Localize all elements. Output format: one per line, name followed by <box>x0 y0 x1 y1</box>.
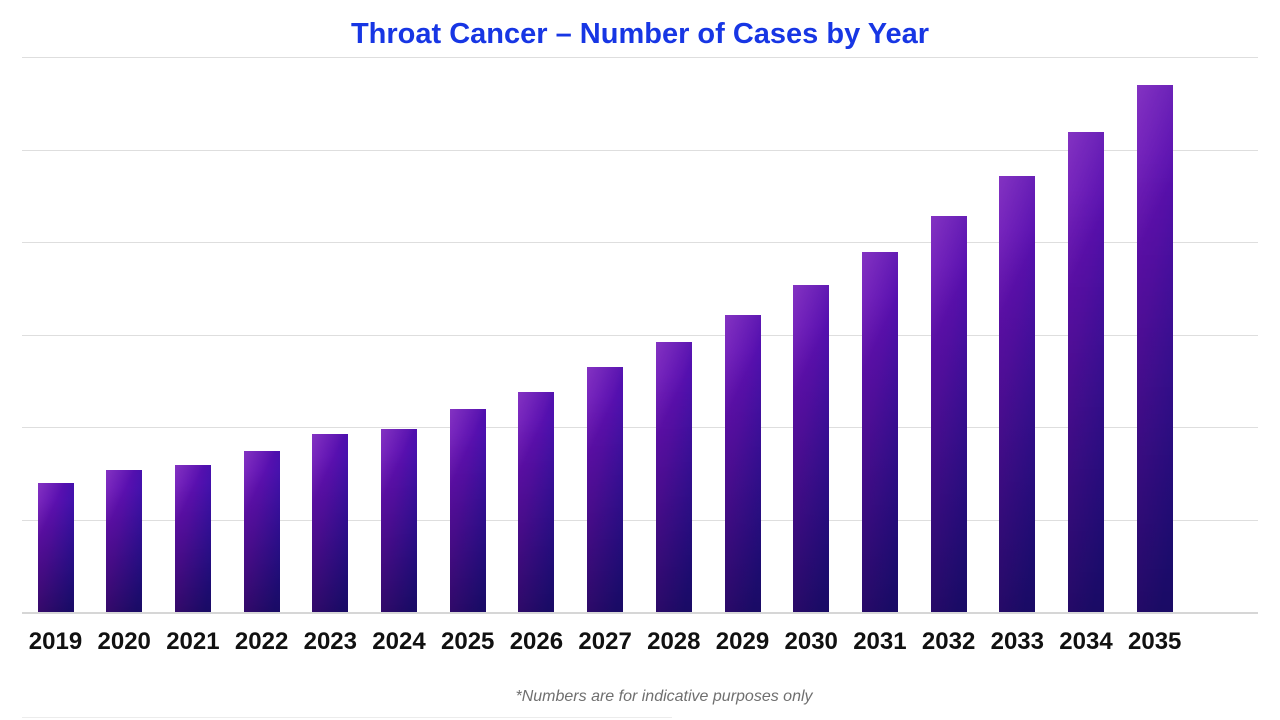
bar-2024 <box>381 428 417 612</box>
bar-2019 <box>37 483 74 612</box>
bar-2030 <box>793 285 830 612</box>
x-label-2030: 2030 <box>784 628 838 655</box>
bar-2021 <box>174 464 211 612</box>
bar-2029 <box>724 315 761 612</box>
chart-title: Throat Cancer – Number of Cases by Year <box>350 18 930 50</box>
x-label-2035: 2035 <box>1127 628 1182 655</box>
bar-2022 <box>243 451 280 612</box>
x-label-2028: 2028 <box>647 628 701 655</box>
bar-2033 <box>999 176 1036 612</box>
bar-2026 <box>518 391 555 612</box>
x-label-2026: 2026 <box>509 628 564 655</box>
x-label-2024: 2024 <box>372 628 426 655</box>
x-label-2027: 2027 <box>578 628 632 655</box>
x-axis-line <box>22 612 1258 614</box>
bar-2028 <box>655 341 692 612</box>
bottom-edge-line <box>22 717 672 718</box>
x-label-2022: 2022 <box>234 628 289 655</box>
bar-2020 <box>106 470 143 612</box>
gridline <box>22 519 1258 521</box>
x-label-2034: 2034 <box>1059 628 1113 655</box>
x-label-2023: 2023 <box>303 628 357 655</box>
gridline <box>22 242 1258 243</box>
gridline <box>22 427 1258 428</box>
x-label-2031: 2031 <box>853 628 907 655</box>
bar-2032 <box>930 216 967 612</box>
bar-2031 <box>861 252 898 612</box>
plot-area <box>22 57 1258 614</box>
x-label-2032: 2032 <box>921 628 976 655</box>
x-label-2021: 2021 <box>166 628 220 655</box>
bar-2027 <box>587 366 624 612</box>
bar-2035 <box>1136 84 1173 612</box>
x-label-2033: 2033 <box>990 628 1044 655</box>
x-label-2029: 2029 <box>715 628 770 655</box>
bar-2023 <box>312 434 349 612</box>
x-label-2025: 2025 <box>440 628 495 655</box>
x-label-2020: 2020 <box>97 628 151 655</box>
bar-2025 <box>449 408 486 612</box>
gridline <box>22 57 1258 58</box>
gridline <box>22 149 1258 151</box>
gridline <box>22 334 1258 336</box>
bar-2034 <box>1068 131 1104 612</box>
x-label-2019: 2019 <box>28 628 83 655</box>
chart-footnote: *Numbers are for indicative purposes onl… <box>515 688 813 705</box>
